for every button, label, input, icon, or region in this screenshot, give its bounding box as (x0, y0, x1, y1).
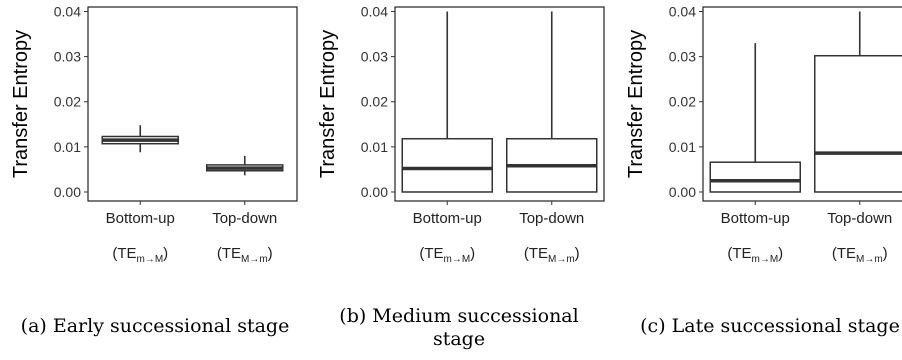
sublabel-subscript: M→m (548, 254, 575, 265)
y-axis-title: Transfer Entropy (625, 30, 647, 178)
sublabel-close: ) (575, 245, 580, 262)
y-tick-label: 0.00 (361, 184, 388, 200)
panel-caption: (b) Medium successional (339, 305, 578, 327)
sublabel-close: ) (778, 245, 783, 262)
sublabel-subscript: m→M (752, 254, 779, 265)
plot-panel (394, 6, 605, 202)
y-tick-label: 0.03 (54, 49, 81, 65)
box (401, 137, 493, 193)
sublabel-close: ) (470, 245, 475, 262)
y-tick-label: 0.01 (54, 139, 81, 155)
y-tick-label: 0.01 (669, 139, 696, 155)
x-tick-label: Bottom-up (413, 210, 482, 227)
y-axis-title: Transfer Entropy (317, 30, 339, 178)
x-tick-sublabel: (TEM→m) (524, 245, 580, 265)
sublabel-open: (TE (524, 245, 548, 262)
x-tick-label: Bottom-up (721, 210, 790, 227)
y-tick-label: 0.04 (361, 4, 388, 20)
x-tick-label: Bottom-up (106, 210, 175, 227)
sublabel-open: (TE (419, 245, 443, 262)
y-tick-label: 0.02 (54, 94, 81, 110)
panel-caption: (c) Late successional stage (640, 315, 900, 337)
plot-panel (702, 6, 902, 202)
y-tick-label: 0.01 (361, 139, 388, 155)
x-tick-sublabel: (TEM→m) (832, 245, 888, 265)
sublabel-open: (TE (217, 245, 241, 262)
y-tick-label: 0.03 (361, 49, 388, 65)
box (709, 161, 801, 193)
sublabel-subscript: M→m (241, 254, 268, 265)
x-tick-sublabel: (TEm→M) (419, 245, 475, 265)
y-tick-label: 0.04 (54, 4, 81, 20)
sublabel-subscript: m→M (444, 254, 471, 265)
sublabel-close: ) (883, 245, 888, 262)
sublabel-close: ) (268, 245, 273, 262)
plot-panel (87, 6, 298, 202)
x-tick-label: Top-down (519, 210, 584, 227)
y-tick-label: 0.00 (669, 184, 696, 200)
x-tick-sublabel: (TEm→M) (112, 245, 168, 265)
y-tick-label: 0.02 (669, 94, 696, 110)
sublabel-open: (TE (112, 245, 136, 262)
y-tick-label: 0.00 (54, 184, 81, 200)
sublabel-open: (TE (832, 245, 856, 262)
panel-caption: (a) Early successional stage (21, 315, 290, 337)
x-tick-label: Top-down (212, 210, 277, 227)
y-tick-label: 0.04 (669, 4, 696, 20)
sublabel-open: (TE (727, 245, 751, 262)
sublabel-close: ) (163, 245, 168, 262)
chart-2: 0.00 0.01 0.02 0.03 0.04 Transfer Entropy Bott… (317, 4, 605, 350)
chart-1: 0.00 0.01 0.02 0.03 0.04 Transfer Entropy Bott… (10, 4, 298, 337)
y-tick-label: 0.02 (361, 94, 388, 110)
panel-caption: stage (433, 328, 485, 350)
box (814, 54, 902, 193)
y-axis-title: Transfer Entropy (10, 30, 32, 178)
x-tick-sublabel: (TEm→M) (727, 245, 783, 265)
sublabel-subscript: M→m (856, 254, 883, 265)
x-tick-label: Top-down (827, 210, 892, 227)
y-tick-label: 0.03 (669, 49, 696, 65)
x-tick-sublabel: (TEM→m) (217, 245, 273, 265)
sublabel-subscript: m→M (137, 254, 164, 265)
chart-3: 0.00 0.01 0.02 0.03 0.04 Transfer Entropy Bott… (625, 4, 902, 337)
